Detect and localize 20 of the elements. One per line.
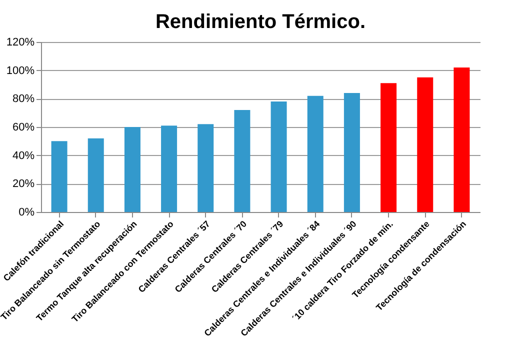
y-tick-label: 0% <box>18 206 35 218</box>
bar <box>88 138 104 212</box>
bar <box>270 102 287 212</box>
bar <box>344 93 360 212</box>
y-tick-label: 60% <box>12 122 35 134</box>
bar <box>307 96 324 212</box>
y-tick-label: 80% <box>12 93 35 106</box>
bar <box>124 127 140 212</box>
bar <box>234 110 250 212</box>
bar <box>161 126 178 212</box>
bar <box>454 68 470 212</box>
y-tick-label: 20% <box>12 178 35 190</box>
y-tick-label: 40% <box>12 150 35 162</box>
y-tick-label: 120% <box>6 36 35 48</box>
bar <box>380 83 397 212</box>
bar <box>417 77 434 212</box>
chart-title: Rendimiento Térmico. <box>155 11 366 33</box>
y-tick-label: 100% <box>6 64 35 77</box>
bar <box>198 124 214 212</box>
bar <box>51 141 68 212</box>
